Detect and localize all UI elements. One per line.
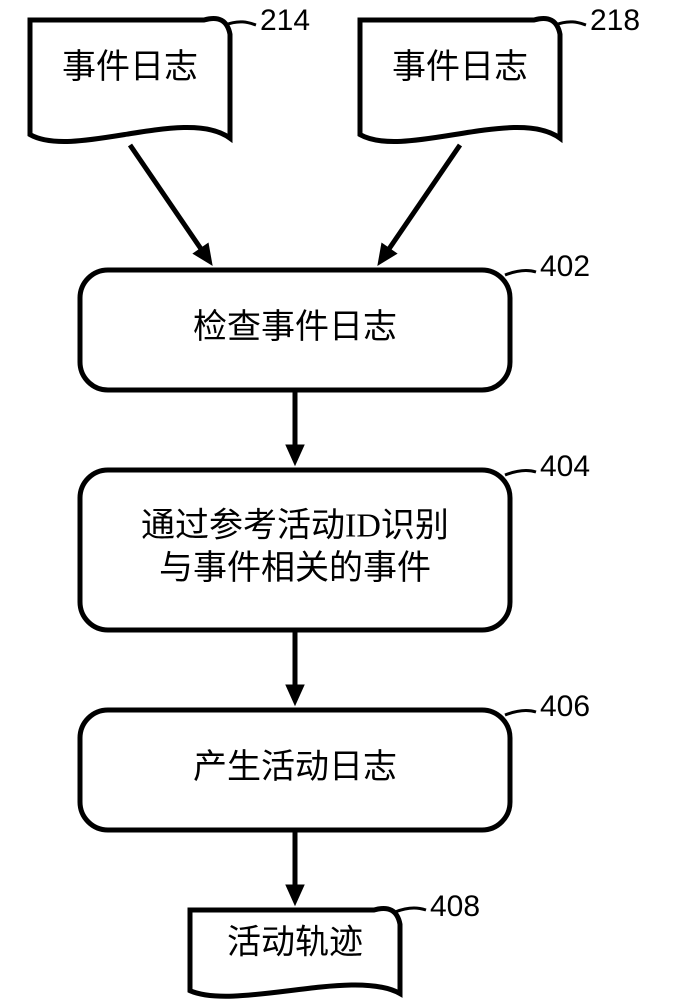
ref-label-step3: 406 xyxy=(540,690,590,723)
ref-label-doc_right: 218 xyxy=(590,4,640,37)
ref-label-step1: 402 xyxy=(540,250,590,283)
edge-arrowhead-3 xyxy=(286,685,304,705)
edge-line-0 xyxy=(130,145,201,248)
edge-1 xyxy=(378,145,460,265)
leader-step3 xyxy=(505,710,536,715)
node-step3: 产生活动日志 406 xyxy=(80,690,590,830)
leader-doc_left xyxy=(225,22,256,25)
flowchart: 事件日志 214 事件日志 218 检查事件日志 402 通过参考活动ID识别与事件相关的事… xyxy=(0,0,680,1000)
node-text-doc_out-0: 活动轨迹 xyxy=(227,923,363,961)
node-text-doc_right-0: 事件日志 xyxy=(392,48,528,86)
edge-2 xyxy=(286,390,304,465)
edge-line-1 xyxy=(389,145,460,248)
edge-4 xyxy=(286,830,304,905)
node-text-step1-0: 检查事件日志 xyxy=(193,308,397,346)
node-step2: 通过参考活动ID识别与事件相关的事件 404 xyxy=(80,450,590,630)
edge-arrowhead-1 xyxy=(378,243,397,265)
node-step1: 检查事件日志 402 xyxy=(80,250,590,390)
leader-doc_out xyxy=(395,908,426,912)
edge-arrowhead-2 xyxy=(286,445,304,465)
edge-0 xyxy=(130,145,212,265)
node-doc_left: 事件日志 214 xyxy=(30,4,310,142)
ref-label-step2: 404 xyxy=(540,450,590,483)
ref-label-doc_out: 408 xyxy=(430,890,480,923)
leader-doc_right xyxy=(555,22,586,25)
leader-step1 xyxy=(505,270,536,275)
node-text-step2-1: 与事件相关的事件 xyxy=(159,549,431,587)
leader-step2 xyxy=(505,470,536,475)
ref-label-doc_left: 214 xyxy=(260,4,310,37)
node-doc_right: 事件日志 218 xyxy=(360,4,640,142)
edge-arrowhead-4 xyxy=(286,885,304,905)
node-text-doc_left-0: 事件日志 xyxy=(62,48,198,86)
edge-3 xyxy=(286,630,304,705)
edge-arrowhead-0 xyxy=(193,243,212,265)
node-text-step2-0: 通过参考活动ID识别 xyxy=(141,507,449,545)
node-doc_out: 活动轨迹 408 xyxy=(190,890,480,996)
node-text-step3-0: 产生活动日志 xyxy=(193,748,397,786)
